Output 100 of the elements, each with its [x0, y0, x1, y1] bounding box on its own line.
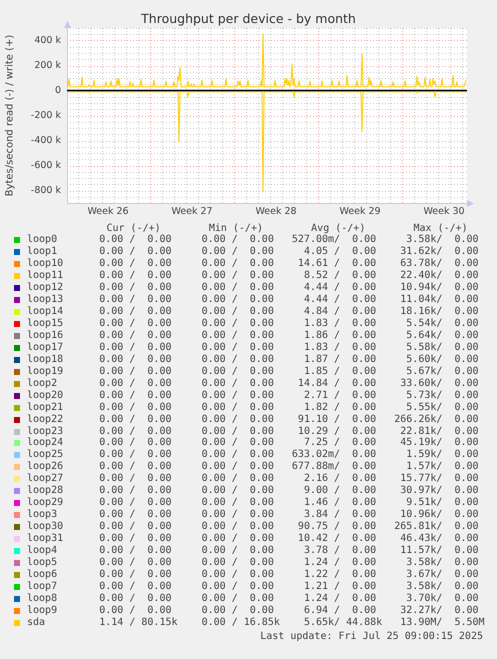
text: 5.54k/ 0.00 — [406, 318, 479, 330]
text: 3.58k/ 0.00 — [406, 234, 479, 246]
text: 0.00 / 0.00 — [99, 342, 172, 354]
text: 0.00 / 0.00 — [202, 449, 274, 462]
text: 5.60k/ 0.00 — [406, 354, 479, 366]
text: 0.00 / 0.00 — [202, 246, 274, 258]
legend-label: sda — [27, 617, 46, 630]
text: 22.40k/ 0.00 — [400, 270, 479, 282]
text: 2.71 / 0.00 — [304, 390, 376, 402]
legend-label: loop2 — [27, 378, 58, 390]
text: 0.00 / 0.00 — [202, 545, 274, 558]
text: 0.00 / 0.00 — [99, 605, 172, 617]
text: 633.02m/ 0.00 — [292, 449, 376, 462]
text: 3.78 / 0.00 — [304, 545, 376, 558]
legend-label: loop24 — [27, 437, 64, 449]
text: 0.00 / 0.00 — [202, 258, 274, 270]
text: 0.00 / 0.00 — [99, 318, 172, 330]
text: 11.57k/ 0.00 — [400, 545, 479, 557]
text: 9.00 / 0.00 — [304, 485, 376, 498]
text: 1.21 / 0.00 — [304, 581, 376, 594]
text: Cur (-/+) — [106, 222, 161, 234]
text: 0.00 / 0.00 — [99, 581, 172, 594]
legend-label: loop22 — [27, 414, 64, 426]
text: 0.00 / 0.00 — [99, 426, 172, 438]
legend-label: loop16 — [27, 330, 64, 342]
legend-label: loop5 — [27, 557, 58, 569]
text: 0.00 / 0.00 — [202, 414, 274, 426]
legend-label: loop31 — [27, 533, 64, 545]
text: 0.00 / 0.00 — [202, 354, 274, 366]
text: 3.70k/ 0.00 — [406, 593, 479, 605]
legend-label: loop26 — [27, 461, 64, 473]
text: 0.00 / 0.00 — [99, 330, 172, 342]
text: 0.00 / 0.00 — [202, 402, 274, 414]
text: 0.00 / 0.00 — [202, 473, 274, 486]
text: 46.43k/ 0.00 — [400, 533, 479, 545]
text: 91.10 / 0.00 — [298, 414, 376, 426]
text: 0.00 / 0.00 — [202, 390, 274, 402]
text: 0.00 / 0.00 — [99, 473, 172, 486]
text: 1.59k/ 0.00 — [406, 449, 479, 461]
text: Avg (-/+) — [311, 222, 366, 234]
text: 5.73k/ 0.00 — [406, 390, 479, 402]
text: 18.16k/ 0.00 — [400, 306, 479, 318]
text: 0.00 / 0.00 — [202, 605, 274, 617]
text: 8.52 / 0.00 — [304, 270, 376, 282]
x-tick-label: Week 28 — [255, 206, 297, 218]
legend-label: loop12 — [27, 282, 64, 294]
text: 0.00 / 0.00 — [99, 557, 172, 570]
text: 1.83 / 0.00 — [304, 318, 376, 330]
text: 1.87 / 0.00 — [304, 354, 376, 366]
text: 0.00 / 0.00 — [202, 342, 274, 354]
text: 4.44 / 0.00 — [304, 294, 376, 306]
text: 0.00 / 0.00 — [202, 593, 274, 606]
text: 0.00 / 0.00 — [99, 497, 172, 510]
text: 0.00 / 0.00 — [99, 461, 172, 474]
text: 0.00 / 0.00 — [99, 593, 172, 606]
chart-title: Throughput per device - by month — [141, 11, 356, 26]
text: 10.42 / 0.00 — [298, 533, 376, 546]
legend-label: loop1 — [27, 246, 58, 258]
text: 13.90M/ 5.50M — [400, 617, 485, 630]
x-tick-label: Week 30 — [423, 206, 465, 218]
text: 0.00 / 0.00 — [99, 521, 172, 534]
text: 0.00 / 0.00 — [99, 485, 172, 498]
legend-label: loop9 — [27, 605, 58, 617]
text: 0.00 / 0.00 — [202, 282, 274, 294]
text: Max (-/+) — [414, 222, 468, 234]
legend-label: loop21 — [27, 402, 64, 414]
text: 0.00 / 16.85k — [202, 617, 280, 630]
y-tick-label: -600 k — [30, 160, 62, 171]
text: 10.96k/ 0.00 — [400, 509, 479, 521]
text: 31.62k/ 0.00 — [400, 246, 479, 258]
text: 0.00 / 0.00 — [99, 258, 172, 270]
text: 3.58k/ 0.00 — [406, 557, 479, 569]
text: 5.65k/ 44.88k — [304, 617, 382, 630]
text: 0.00 / 0.00 — [202, 330, 274, 342]
legend-label: loop3 — [27, 509, 58, 521]
text: 527.00m/ 0.00 — [292, 234, 376, 246]
y-tick-label: -200 k — [30, 110, 62, 121]
text: 10.94k/ 0.00 — [400, 282, 479, 294]
text: 0.00 / 0.00 — [99, 270, 172, 282]
text: 677.88m/ 0.00 — [292, 461, 376, 474]
text: 0.00 / 0.00 — [202, 569, 274, 582]
text: 0.00 / 0.00 — [99, 366, 172, 378]
text: 0.00 / 0.00 — [202, 270, 274, 282]
y-tick-label: 400 k — [34, 34, 62, 46]
legend-label: loop29 — [27, 497, 64, 509]
text: 0.00 / 0.00 — [202, 426, 274, 438]
text: 1.82 / 0.00 — [304, 402, 376, 414]
text: 0.00 / 0.00 — [202, 533, 274, 546]
text: 0.00 / 0.00 — [202, 437, 274, 450]
text: 0.00 / 0.00 — [202, 581, 274, 594]
text: 1.85 / 0.00 — [304, 366, 376, 378]
text: 33.60k/ 0.00 — [400, 378, 479, 390]
legend-label: loop14 — [27, 306, 64, 318]
text: 1.57k/ 0.00 — [406, 461, 479, 473]
text: 0.00 / 0.00 — [99, 378, 172, 390]
x-tick-label: Week 27 — [171, 206, 213, 218]
text: 0.00 / 0.00 — [202, 294, 274, 306]
legend-label: loop11 — [27, 270, 64, 282]
text: 0.00 / 0.00 — [99, 354, 172, 366]
y-axis-title: Bytes/second read (-) / write (+) — [4, 34, 16, 196]
